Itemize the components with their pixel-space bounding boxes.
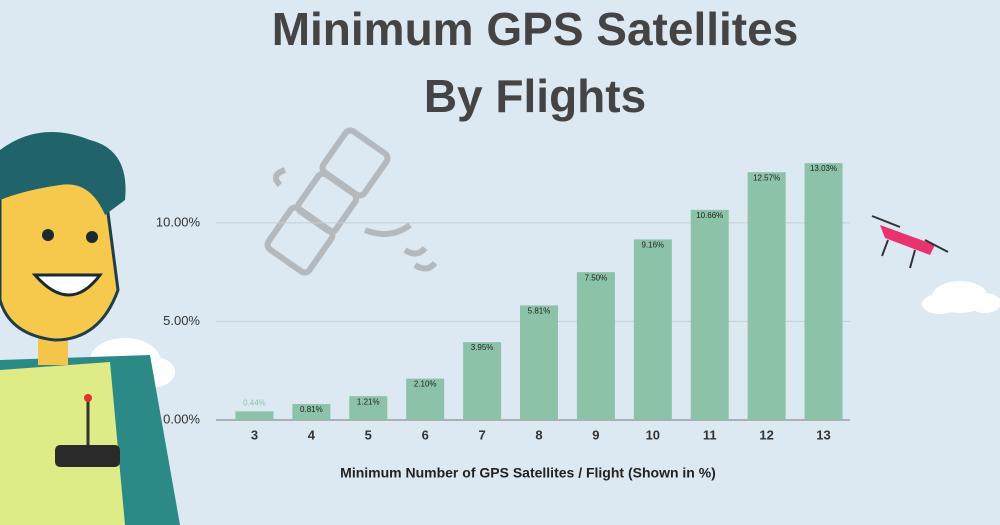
x-tick-label: 13: [816, 427, 830, 442]
x-axis-title: Minimum Number of GPS Satellites / Fligh…: [340, 465, 716, 481]
x-tick-label: 3: [251, 427, 258, 442]
x-tick-label: 7: [478, 427, 485, 442]
bar: [292, 404, 331, 420]
bar: [520, 305, 558, 420]
x-tick-label: 8: [535, 427, 542, 442]
value-label: 0.81%: [300, 405, 323, 414]
value-label: 7.50%: [585, 273, 608, 282]
x-tick-label: 9: [592, 427, 599, 442]
value-label: 10.66%: [696, 211, 723, 220]
y-tick-label: 10.00%: [156, 214, 201, 229]
bar: [747, 172, 786, 420]
bar: [804, 163, 843, 420]
bar: [576, 272, 615, 420]
bar: [690, 209, 729, 420]
bar: [633, 239, 672, 420]
value-label: 3.95%: [471, 343, 494, 352]
value-label: 1.21%: [357, 397, 380, 406]
bar: [406, 378, 445, 420]
character-illustration: [0, 132, 180, 525]
x-tick-label: 5: [365, 427, 372, 442]
x-tick-label: 6: [422, 427, 429, 442]
value-label: 13.03%: [810, 164, 837, 173]
satellite-icon: [264, 127, 438, 276]
value-label: 9.16%: [641, 241, 664, 250]
x-tick-label: 12: [759, 427, 773, 442]
value-label: 2.10%: [414, 380, 437, 389]
y-tick-label: 5.00%: [163, 313, 200, 328]
drone-icon: [871, 215, 949, 269]
value-label: 0.44%: [243, 398, 266, 407]
x-tick-label: 4: [308, 427, 316, 442]
chart-title: By Flights: [424, 70, 646, 122]
x-tick-label: 10: [646, 427, 660, 442]
chart-title: Minimum GPS Satellites: [272, 3, 799, 55]
bar: [235, 411, 274, 420]
value-label: 12.57%: [753, 173, 780, 182]
bar: [349, 396, 388, 420]
y-tick-label: 0.00%: [163, 411, 200, 426]
bar: [463, 342, 502, 420]
value-label: 5.81%: [528, 307, 551, 316]
x-tick-label: 11: [703, 427, 717, 442]
